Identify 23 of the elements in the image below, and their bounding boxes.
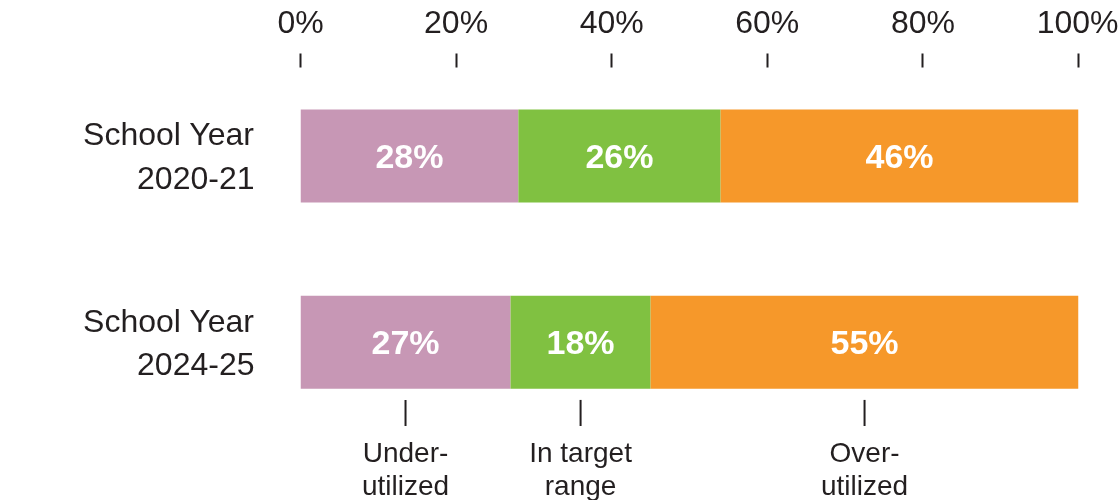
bar: [720, 109, 1079, 203]
x-tick-label: 20%: [424, 3, 489, 40]
bar: [510, 295, 651, 389]
data-label: 55%: [830, 323, 899, 362]
bar: [650, 295, 1079, 389]
data-label: 28%: [375, 136, 444, 175]
series-label: Over-utilized: [820, 437, 909, 500]
data-label: 27%: [371, 323, 440, 362]
x-tick-label: 100%: [1036, 3, 1118, 40]
bar: [518, 109, 721, 203]
x-tick-label: 0%: [277, 3, 324, 40]
bar: [300, 295, 511, 389]
data-label: 46%: [865, 136, 934, 175]
series-label: Under-utilized: [361, 437, 450, 500]
y-tick-label: School Year 2020-21: [83, 116, 255, 196]
x-tick-label: 40%: [579, 3, 644, 40]
data-label: 26%: [585, 136, 654, 175]
y-tick-label: School Year 2024-25: [83, 302, 255, 382]
x-tick-label: 80%: [890, 3, 955, 40]
bar: [300, 109, 519, 203]
x-tick-label: 60%: [735, 3, 800, 40]
series-label: In target range: [529, 437, 633, 500]
data-label: 18%: [546, 323, 615, 362]
